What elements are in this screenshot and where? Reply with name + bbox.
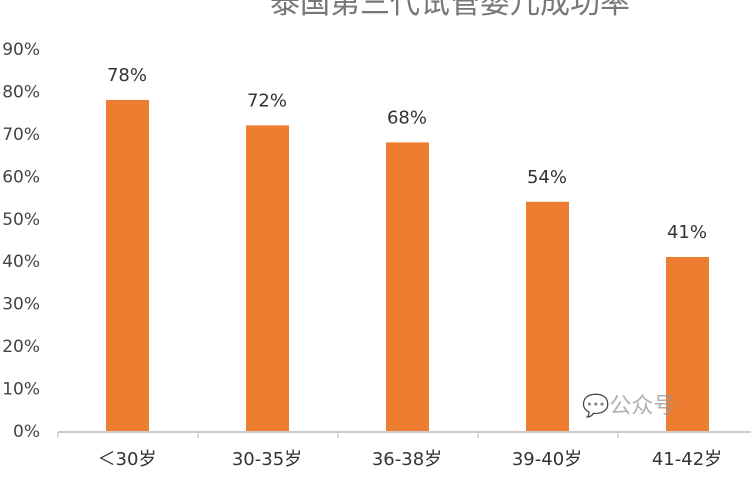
- x-tick-label: 30-35岁: [232, 449, 302, 470]
- data-label: 78%: [107, 65, 147, 86]
- x-tick-label: 36-38岁: [372, 449, 442, 470]
- data-label: 68%: [387, 107, 427, 128]
- y-tick-label: 70%: [2, 125, 40, 145]
- data-label: 72%: [247, 90, 287, 111]
- y-tick-label: 30%: [2, 295, 40, 315]
- wechat-icon: 💬: [582, 394, 610, 419]
- y-tick-label: 10%: [2, 380, 40, 400]
- data-label: 41%: [667, 222, 707, 243]
- y-tick-label: 90%: [2, 40, 40, 60]
- y-tick-label: 0%: [13, 422, 40, 442]
- chart-title: 泰国第三代试管婴儿成功率: [270, 0, 630, 21]
- bar: [246, 125, 289, 432]
- y-tick-label: 80%: [2, 82, 40, 102]
- x-tick-label: ＜30岁: [98, 449, 157, 470]
- y-tick-label: 60%: [2, 167, 40, 187]
- watermark: 💬公众号: [582, 388, 675, 420]
- data-label: 54%: [527, 167, 567, 188]
- x-tick-label: 39-40岁: [512, 449, 582, 470]
- y-tick-label: 40%: [2, 252, 40, 272]
- y-tick-label: 20%: [2, 337, 40, 357]
- bar: [666, 256, 709, 431]
- watermark-text: 公众号: [609, 394, 676, 419]
- bar: [526, 201, 569, 431]
- x-tick-label: 41-42岁: [652, 449, 722, 470]
- y-tick-label: 50%: [2, 210, 40, 230]
- bar: [386, 142, 429, 431]
- bar: [106, 99, 149, 431]
